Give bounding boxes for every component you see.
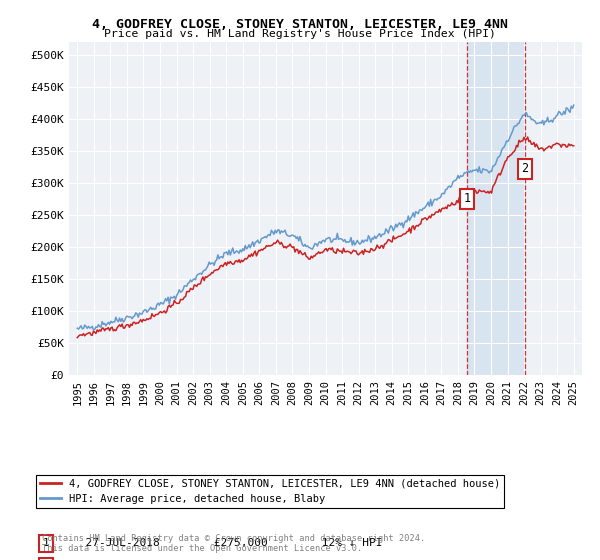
Text: 27-JUL-2018        £275,000        12% ↓ HPI: 27-JUL-2018 £275,000 12% ↓ HPI <box>71 539 382 548</box>
Text: 4, GODFREY CLOSE, STONEY STANTON, LEICESTER, LE9 4NN: 4, GODFREY CLOSE, STONEY STANTON, LEICES… <box>92 18 508 31</box>
Text: 1: 1 <box>464 193 471 206</box>
Legend: 4, GODFREY CLOSE, STONEY STANTON, LEICESTER, LE9 4NN (detached house), HPI: Aver: 4, GODFREY CLOSE, STONEY STANTON, LEICES… <box>36 475 505 508</box>
Text: 2: 2 <box>521 162 529 175</box>
Text: 1: 1 <box>43 539 49 548</box>
Bar <box>467 42 525 375</box>
Text: Contains HM Land Registry data © Crown copyright and database right 2024.
This d: Contains HM Land Registry data © Crown c… <box>42 534 425 553</box>
Text: Price paid vs. HM Land Registry's House Price Index (HPI): Price paid vs. HM Land Registry's House … <box>104 29 496 39</box>
